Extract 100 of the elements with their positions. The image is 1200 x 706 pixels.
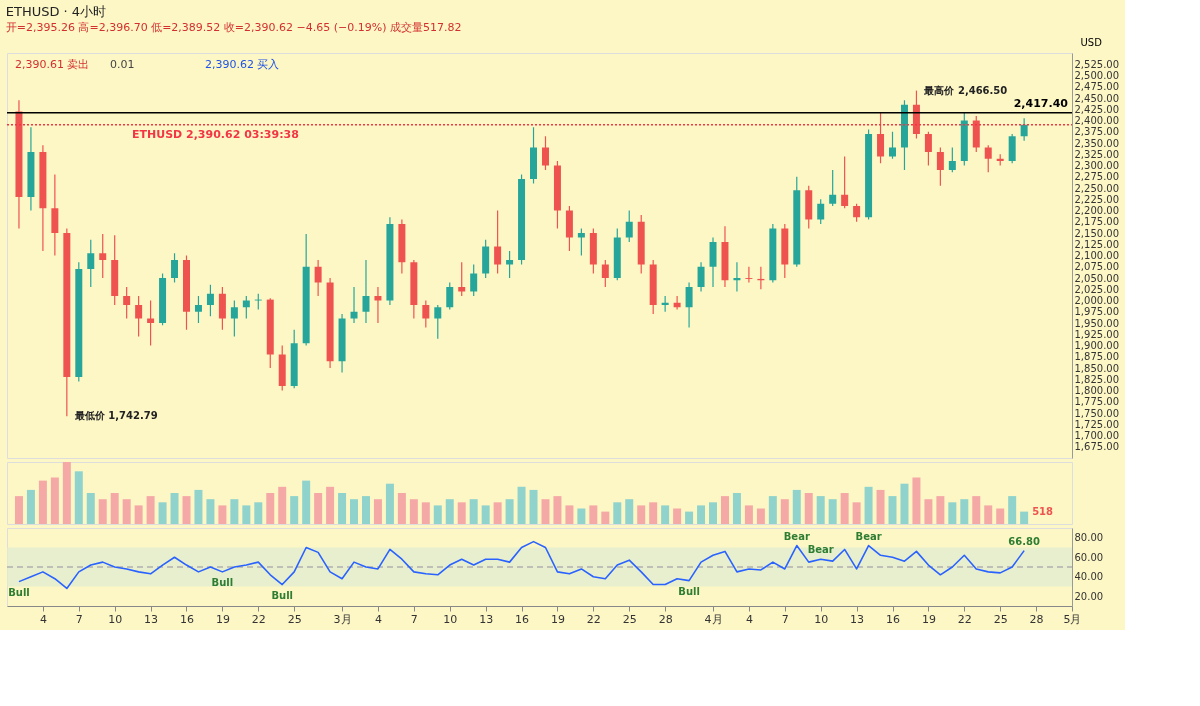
bar — [62, 462, 71, 524]
candlestick — [924, 131, 932, 167]
bar — [350, 499, 359, 524]
bar — [876, 489, 885, 524]
y-tick-label: 2,050.00 — [1074, 272, 1120, 284]
annotation: 518 — [1032, 505, 1054, 517]
y-tick-label: 1,725.00 — [1074, 418, 1120, 430]
y-tick-label: 1,700.00 — [1074, 430, 1120, 441]
y-tick-label: 1,800.00 — [1074, 385, 1120, 396]
bar — [361, 496, 370, 524]
candlestick — [171, 252, 179, 284]
bar — [421, 502, 430, 524]
y-tick-label: 2,425.00 — [1074, 103, 1120, 115]
x-tick-label: 22 — [251, 612, 266, 626]
annotation: Bear — [807, 544, 834, 556]
bar — [948, 502, 957, 524]
x-tick-label: 7 — [781, 612, 789, 626]
x-tick-label: 10 — [443, 612, 458, 626]
candlestick — [434, 304, 442, 340]
bar — [230, 499, 239, 524]
y-tick-label: 2,150.00 — [1074, 227, 1120, 239]
y-tick-label: 2,450.00 — [1074, 92, 1120, 104]
annotation: 2,390.61 卖出 — [15, 58, 90, 71]
y-tick-label: 1,875.00 — [1074, 351, 1120, 363]
y-tick-label: 2,225.00 — [1074, 193, 1120, 205]
annotation: Bull — [211, 576, 234, 588]
candlestick — [494, 209, 502, 275]
candlestick — [577, 227, 585, 257]
x-tick-label: 16 — [515, 612, 530, 626]
bar — [924, 499, 933, 524]
bar — [709, 502, 718, 524]
bar — [601, 511, 610, 524]
y-tick-label: 20.00 — [1074, 590, 1104, 602]
candlestick — [123, 286, 131, 320]
y-tick-label: 1,825.00 — [1074, 373, 1120, 385]
chart-subtitle: 开=2,395.26 高=2,396.70 低=2,389.52 收=2,390.62 −4.65 (−0.19%) 成交量517.82 — [5, 20, 462, 34]
bar — [158, 502, 167, 524]
x-tick-label: 3月 — [333, 612, 352, 626]
candlestick — [601, 259, 609, 288]
candlestick — [541, 135, 549, 171]
bar — [625, 499, 634, 524]
bar — [960, 499, 969, 524]
y-tick-label: 2,200.00 — [1074, 205, 1120, 216]
x-tick-label: 16 — [886, 612, 901, 626]
candlestick — [446, 281, 454, 311]
bar — [529, 489, 538, 524]
bar — [912, 477, 921, 524]
bar — [673, 508, 682, 524]
x-tick-label: 22 — [957, 612, 972, 626]
bar — [649, 502, 658, 524]
x-tick-label: 7 — [410, 612, 418, 626]
bar — [397, 493, 406, 524]
bar — [900, 483, 909, 524]
candlestick — [984, 144, 992, 173]
candlestick — [422, 299, 430, 329]
y-tick-label: 2,375.00 — [1074, 126, 1120, 138]
y-tick-label: 2,325.00 — [1074, 148, 1120, 160]
candlestick — [458, 261, 466, 297]
annotation: Bear — [855, 530, 882, 542]
y-tick-label: 1,950.00 — [1074, 317, 1120, 329]
bar — [254, 502, 263, 524]
x-tick-label: 4 — [745, 612, 753, 626]
bar — [266, 493, 275, 524]
annotation: 66.80 — [1008, 535, 1040, 547]
y-tick-label: 2,500.00 — [1074, 70, 1120, 81]
bar — [780, 499, 789, 524]
bar — [290, 496, 299, 524]
bar — [553, 496, 562, 524]
bar — [792, 489, 801, 524]
bar — [338, 493, 347, 524]
bar — [26, 489, 35, 524]
y-tick-label: 1,975.00 — [1074, 306, 1120, 318]
bar — [86, 493, 95, 524]
candlestick — [135, 295, 143, 338]
bar — [768, 496, 777, 524]
bar — [373, 499, 382, 524]
bar — [122, 499, 131, 524]
candlestick — [87, 239, 95, 288]
annotation: Bear — [783, 530, 810, 542]
bar — [1020, 511, 1029, 524]
bar — [218, 505, 227, 524]
y-tick-label: 2,475.00 — [1074, 81, 1120, 93]
bar — [565, 505, 574, 524]
annotation: Bull — [678, 585, 700, 597]
y-tick-label: 1,850.00 — [1074, 362, 1120, 374]
y-tick-label: 2,250.00 — [1074, 182, 1120, 194]
bar — [242, 505, 251, 524]
bar — [433, 505, 442, 524]
y-tick-label: 2,350.00 — [1074, 137, 1120, 149]
annotation: Bull — [271, 589, 294, 601]
candlestick — [745, 266, 753, 284]
candlestick — [506, 250, 514, 279]
x-tick-label: 19 — [550, 612, 565, 626]
x-tick-label: 10 — [108, 612, 123, 626]
candlestick — [829, 169, 837, 207]
chart-title: ETHUSD · 4小时 — [5, 3, 107, 19]
x-tick-label: 4月 — [704, 612, 723, 626]
bar — [1008, 496, 1017, 524]
x-tick-label: 28 — [658, 612, 673, 626]
y-tick-label: 60.00 — [1074, 551, 1104, 563]
